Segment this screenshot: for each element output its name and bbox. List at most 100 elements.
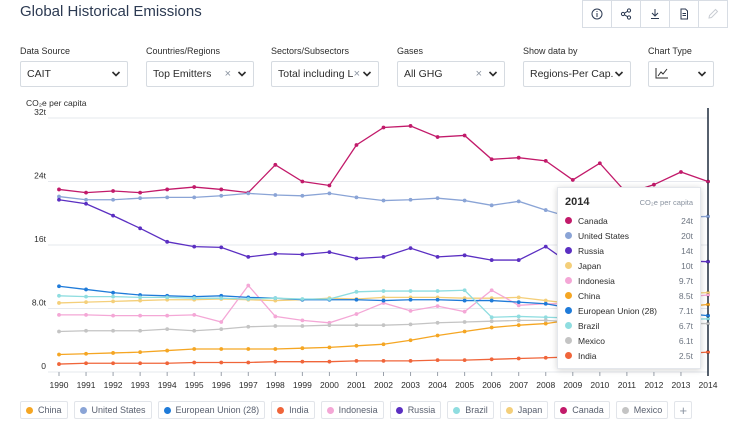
data-point (273, 251, 278, 256)
data-point (516, 258, 521, 262)
tooltip-row: European Union (28) 7.1t (565, 303, 693, 318)
data-point (435, 196, 440, 201)
chart-type-label: Chart Type (648, 46, 692, 56)
data-point (273, 193, 278, 197)
share-button[interactable] (611, 0, 640, 28)
tooltip-series-name: United States (578, 230, 630, 241)
data-point (111, 299, 115, 304)
data-point (354, 297, 359, 302)
legend-item[interactable]: Russia (389, 401, 442, 419)
show-by-value: Regions-Per Cap... (530, 68, 614, 80)
legend-item[interactable]: Canada (554, 401, 610, 419)
chevron-down-icon (697, 71, 707, 77)
tooltip-year: 2014 (565, 196, 590, 208)
data-point (273, 359, 278, 364)
add-series-button[interactable]: + (674, 401, 693, 419)
legend-item[interactable]: Brazil (447, 401, 494, 419)
data-point (408, 297, 413, 302)
data-point (516, 356, 521, 361)
data-point (543, 158, 548, 163)
x-tick-label: 2000 (320, 380, 339, 390)
data-point (408, 358, 413, 363)
y-tick-label: 32t (34, 108, 46, 117)
countries-filter: Countries/Regions Top Emitters × (146, 46, 254, 87)
data-point (192, 296, 197, 301)
hover-marker (706, 322, 710, 325)
data-point (192, 360, 197, 365)
data-point (408, 124, 413, 128)
legend-item-label: Canada (572, 405, 604, 415)
clear-countries-button[interactable]: × (224, 68, 231, 80)
data-point (219, 187, 224, 192)
legend-item-label: Mexico (633, 405, 663, 415)
download-button[interactable] (640, 0, 669, 28)
data-point (192, 195, 197, 200)
data-point (543, 318, 548, 323)
hover-marker (706, 215, 710, 218)
data-point (57, 194, 61, 199)
chevron-down-icon (488, 71, 498, 77)
chart-type-select[interactable] (648, 61, 714, 87)
countries-label: Countries/Regions (146, 46, 221, 56)
data-point (543, 301, 548, 306)
data-point (273, 347, 278, 351)
data-point (138, 328, 143, 333)
data-point (273, 296, 278, 301)
data-point (543, 208, 548, 212)
data-point (192, 312, 197, 317)
data-point (435, 297, 440, 302)
data-point (489, 357, 494, 362)
data-point (165, 187, 170, 192)
data-point (300, 193, 305, 198)
data-point (111, 197, 115, 202)
line-chart-icon (655, 67, 668, 78)
legend-item-label: Japan (517, 405, 543, 415)
data-point (219, 193, 224, 198)
hover-marker (706, 180, 710, 183)
sectors-select[interactable]: Total including LU... × (271, 61, 379, 87)
legend-item[interactable]: Indonesia (320, 401, 384, 419)
data-point (219, 320, 224, 324)
data-point (408, 246, 413, 251)
show-by-select[interactable]: Regions-Per Cap... (523, 61, 631, 87)
legend-item[interactable]: European Union (28) (157, 401, 266, 419)
legend-item[interactable]: Mexico (615, 401, 669, 419)
data-point (435, 333, 440, 338)
data-point (84, 361, 88, 366)
legend-item[interactable]: Japan (499, 401, 549, 419)
data-point (111, 351, 115, 355)
legend-item[interactable]: United States (73, 401, 152, 419)
data-point (435, 255, 440, 259)
series-color-dot (565, 262, 572, 269)
data-point (84, 197, 88, 202)
data-point (327, 359, 332, 364)
gases-select[interactable]: All GHG × (397, 61, 505, 87)
data-point (516, 300, 521, 305)
edit-button[interactable] (698, 0, 728, 28)
data-point (570, 178, 575, 182)
data-point (489, 315, 494, 320)
data-point (516, 155, 521, 160)
document-button[interactable] (669, 0, 698, 28)
countries-select[interactable]: Top Emitters × (146, 61, 254, 87)
tooltip-series-name: Brazil (578, 320, 600, 331)
clear-sectors-button[interactable]: × (353, 68, 360, 80)
legend-item-label: United States (91, 405, 146, 415)
x-tick-label: 1993 (131, 380, 150, 390)
info-icon (591, 8, 603, 20)
data-point (300, 346, 305, 351)
tooltip-row: India 2.5t (565, 348, 693, 363)
data-source-select[interactable]: CAIT (20, 61, 128, 87)
data-point (435, 289, 440, 293)
x-tick-label: 2013 (671, 380, 690, 390)
legend-item[interactable]: China (20, 401, 68, 419)
year-tooltip: 2014 CO₂e per capita Canada 24t United Sta… (557, 187, 701, 369)
legend-item[interactable]: India (271, 401, 315, 419)
clear-gases-button[interactable]: × (475, 68, 482, 80)
tooltip-row: Indonesia 9.7t (565, 273, 693, 288)
data-point (165, 327, 170, 332)
info-button[interactable] (582, 0, 611, 28)
series-color-dot (565, 322, 572, 329)
page-title: Global Historical Emissions (20, 3, 202, 20)
hover-marker (706, 317, 710, 320)
